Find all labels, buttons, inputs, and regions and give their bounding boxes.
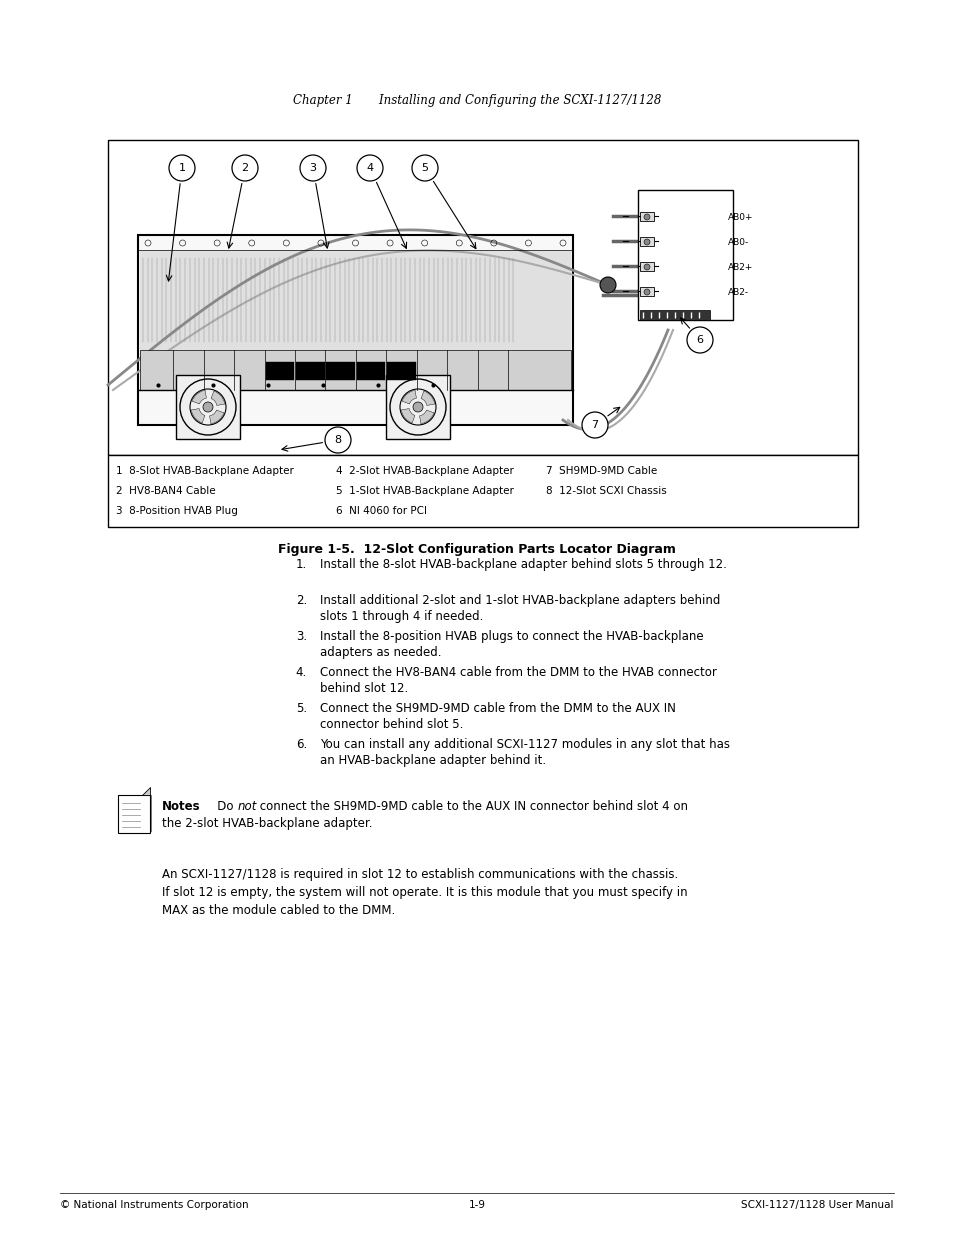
FancyBboxPatch shape bbox=[118, 795, 150, 832]
Text: © National Instruments Corporation: © National Instruments Corporation bbox=[60, 1200, 249, 1210]
Circle shape bbox=[413, 403, 422, 412]
Text: 7: 7 bbox=[591, 420, 598, 430]
Text: Notes: Notes bbox=[162, 800, 200, 813]
Text: 1-9: 1-9 bbox=[468, 1200, 485, 1210]
Text: 2.: 2. bbox=[295, 594, 307, 606]
Text: 8: 8 bbox=[335, 435, 341, 445]
Bar bbox=[356, 362, 385, 380]
Bar bbox=[108, 140, 857, 454]
Text: the 2-slot HVAB-backplane adapter.: the 2-slot HVAB-backplane adapter. bbox=[162, 818, 372, 830]
Text: Connect the SH9MD-9MD cable from the DMM to the AUX IN
connector behind slot 5.: Connect the SH9MD-9MD cable from the DMM… bbox=[319, 701, 675, 731]
Circle shape bbox=[581, 412, 607, 438]
Text: 1.: 1. bbox=[295, 558, 307, 571]
Circle shape bbox=[643, 214, 649, 220]
Wedge shape bbox=[420, 391, 435, 405]
Text: Install additional 2-slot and 1-slot HVAB-backplane adapters behind
slots 1 thro: Install additional 2-slot and 1-slot HVA… bbox=[319, 594, 720, 622]
Text: Connect the HV8-BAN4 cable from the DMM to the HVAB connector
behind slot 12.: Connect the HV8-BAN4 cable from the DMM … bbox=[319, 666, 716, 695]
Text: AB0+: AB0+ bbox=[727, 212, 753, 221]
Text: 5: 5 bbox=[421, 163, 428, 173]
Wedge shape bbox=[191, 409, 205, 422]
Text: 2: 2 bbox=[241, 163, 249, 173]
Text: not: not bbox=[237, 800, 257, 813]
Text: 6: 6 bbox=[696, 335, 702, 345]
Text: AB0-: AB0- bbox=[727, 237, 748, 247]
Text: 6.: 6. bbox=[295, 739, 307, 751]
Wedge shape bbox=[210, 410, 224, 424]
Bar bbox=[387, 362, 416, 380]
Wedge shape bbox=[401, 390, 416, 404]
Circle shape bbox=[412, 156, 437, 182]
Text: An SCXI-1127/1128 is required in slot 12 to establish communications with the ch: An SCXI-1127/1128 is required in slot 12… bbox=[162, 868, 687, 918]
Text: 1  8-Slot HVAB-Backplane Adapter: 1 8-Slot HVAB-Backplane Adapter bbox=[116, 466, 294, 475]
Text: Install the 8-position HVAB plugs to connect the HVAB-backplane
adapters as need: Install the 8-position HVAB plugs to con… bbox=[319, 630, 703, 659]
Bar bbox=[639, 287, 654, 296]
Text: AB2-: AB2- bbox=[727, 288, 748, 296]
Text: AB2+: AB2+ bbox=[727, 263, 753, 272]
Text: Do: Do bbox=[206, 800, 237, 813]
Bar bbox=[140, 249, 571, 350]
Bar bbox=[639, 212, 654, 221]
Text: 5  1-Slot HVAB-Backplane Adapter: 5 1-Slot HVAB-Backplane Adapter bbox=[335, 487, 514, 496]
Bar bbox=[265, 362, 294, 380]
Bar bbox=[295, 362, 324, 380]
Bar bbox=[639, 262, 654, 270]
Text: 4: 4 bbox=[366, 163, 374, 173]
Circle shape bbox=[643, 289, 649, 295]
Circle shape bbox=[686, 327, 712, 353]
Text: 1: 1 bbox=[178, 163, 185, 173]
Circle shape bbox=[599, 277, 616, 293]
Wedge shape bbox=[211, 391, 225, 405]
Circle shape bbox=[232, 156, 257, 182]
Circle shape bbox=[643, 240, 649, 245]
Bar bbox=[140, 350, 571, 390]
Circle shape bbox=[203, 403, 213, 412]
Bar bbox=[108, 454, 857, 527]
Text: 7  SH9MD-9MD Cable: 7 SH9MD-9MD Cable bbox=[545, 466, 657, 475]
Text: Chapter 1       Installing and Configuring the SCXI-1127/1128: Chapter 1 Installing and Configuring the… bbox=[293, 94, 660, 106]
Text: connect the SH9MD-9MD cable to the AUX IN connector behind slot 4 on: connect the SH9MD-9MD cable to the AUX I… bbox=[255, 800, 687, 813]
Text: 6  NI 4060 for PCI: 6 NI 4060 for PCI bbox=[335, 506, 427, 516]
Wedge shape bbox=[192, 390, 206, 404]
Circle shape bbox=[325, 427, 351, 453]
Circle shape bbox=[169, 156, 194, 182]
Text: Install the 8-slot HVAB-backplane adapter behind slots 5 through 12.: Install the 8-slot HVAB-backplane adapte… bbox=[319, 558, 726, 571]
Text: 3: 3 bbox=[309, 163, 316, 173]
FancyBboxPatch shape bbox=[121, 795, 151, 831]
Circle shape bbox=[356, 156, 382, 182]
Text: 3.: 3. bbox=[295, 630, 307, 643]
Wedge shape bbox=[419, 410, 434, 424]
Text: SCXI-1127/1128 User Manual: SCXI-1127/1128 User Manual bbox=[740, 1200, 893, 1210]
Text: 4  2-Slot HVAB-Backplane Adapter: 4 2-Slot HVAB-Backplane Adapter bbox=[335, 466, 514, 475]
Bar bbox=[326, 362, 355, 380]
FancyBboxPatch shape bbox=[175, 375, 240, 438]
Text: 4.: 4. bbox=[295, 666, 307, 679]
Text: Figure 1-5.  12-Slot Configuration Parts Locator Diagram: Figure 1-5. 12-Slot Configuration Parts … bbox=[277, 542, 676, 556]
Bar bbox=[138, 235, 573, 425]
Text: 2  HV8-BAN4 Cable: 2 HV8-BAN4 Cable bbox=[116, 487, 215, 496]
FancyBboxPatch shape bbox=[386, 375, 450, 438]
Wedge shape bbox=[401, 409, 415, 422]
Circle shape bbox=[643, 264, 649, 270]
Text: 8  12-Slot SCXI Chassis: 8 12-Slot SCXI Chassis bbox=[545, 487, 666, 496]
Text: 5.: 5. bbox=[295, 701, 307, 715]
Text: You can install any additional SCXI-1127 modules in any slot that has
an HVAB-ba: You can install any additional SCXI-1127… bbox=[319, 739, 729, 767]
Circle shape bbox=[299, 156, 326, 182]
Polygon shape bbox=[142, 787, 150, 795]
Bar bbox=[638, 190, 732, 320]
Bar bbox=[639, 310, 709, 320]
Bar bbox=[639, 237, 654, 246]
Text: 3  8-Position HVAB Plug: 3 8-Position HVAB Plug bbox=[116, 506, 237, 516]
